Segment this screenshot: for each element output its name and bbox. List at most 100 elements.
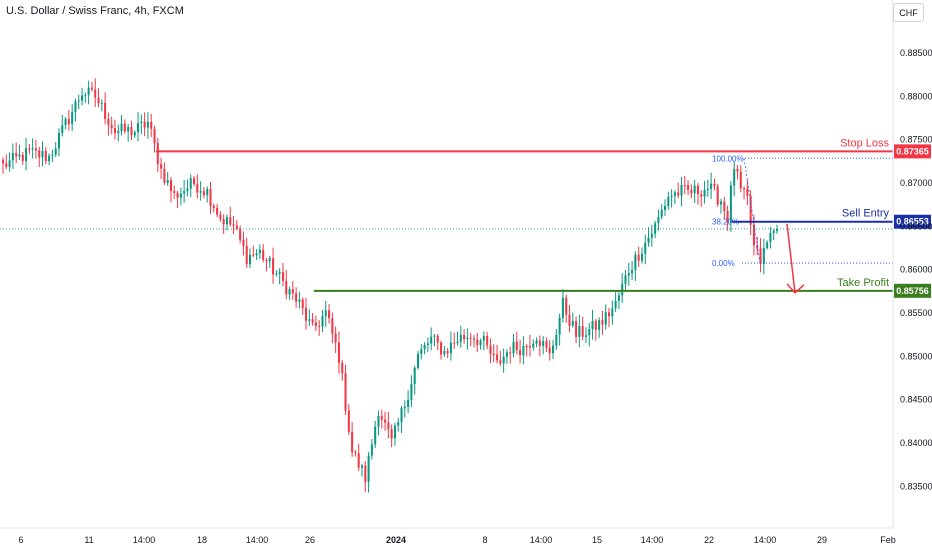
candle bbox=[683, 175, 686, 195]
candle-body bbox=[77, 100, 80, 102]
candle bbox=[301, 297, 304, 316]
candle bbox=[479, 338, 482, 350]
stop-loss-price-text: 0.87365 bbox=[896, 146, 929, 156]
candle bbox=[288, 286, 291, 300]
candle bbox=[743, 186, 746, 200]
candle bbox=[463, 329, 466, 344]
candle-body bbox=[476, 339, 479, 345]
candle-body bbox=[766, 242, 769, 248]
candle bbox=[413, 365, 416, 395]
candle-body bbox=[515, 341, 518, 351]
candle bbox=[291, 281, 294, 300]
candle bbox=[749, 190, 752, 236]
candle-body bbox=[370, 444, 373, 456]
candle-body bbox=[25, 148, 28, 162]
candle bbox=[456, 331, 459, 346]
candle bbox=[466, 328, 469, 350]
y-tick-label: 0.85500 bbox=[900, 308, 932, 318]
candle-body bbox=[239, 228, 242, 240]
candle bbox=[8, 152, 11, 172]
candle-body bbox=[288, 289, 291, 295]
candle bbox=[166, 171, 169, 186]
candle-body bbox=[298, 299, 301, 302]
candle-body bbox=[153, 128, 156, 144]
candle-body bbox=[647, 237, 650, 243]
candle bbox=[446, 347, 449, 359]
x-tick-label: Feb bbox=[880, 535, 896, 545]
candle bbox=[28, 144, 31, 155]
candle bbox=[387, 411, 390, 439]
candle-body bbox=[275, 273, 278, 275]
candle bbox=[133, 130, 136, 138]
candle bbox=[723, 197, 726, 220]
candle bbox=[209, 181, 212, 214]
candle bbox=[334, 326, 337, 353]
candle bbox=[364, 460, 367, 493]
candle bbox=[729, 181, 732, 232]
candle-body bbox=[644, 242, 647, 254]
candle bbox=[143, 112, 146, 137]
candle-body bbox=[143, 121, 146, 128]
candle bbox=[400, 406, 403, 433]
candle-body bbox=[176, 192, 179, 198]
candle-body bbox=[97, 97, 100, 104]
candle-body bbox=[532, 343, 535, 348]
candle-body bbox=[357, 453, 360, 468]
candle bbox=[621, 273, 624, 303]
currency-button[interactable]: CHF bbox=[893, 3, 924, 22]
candle bbox=[377, 410, 380, 436]
candle bbox=[594, 318, 597, 341]
candle-body bbox=[746, 188, 749, 196]
candle-body bbox=[700, 194, 703, 197]
candle bbox=[693, 179, 696, 203]
x-tick-label: 14:00 bbox=[641, 535, 664, 545]
candle-body bbox=[163, 168, 166, 183]
candle bbox=[736, 165, 739, 180]
candle-body bbox=[496, 354, 499, 361]
candle bbox=[611, 300, 614, 325]
candle-body bbox=[729, 185, 732, 223]
candle bbox=[90, 81, 93, 92]
candle-body bbox=[81, 95, 84, 101]
candle bbox=[110, 116, 113, 135]
candle bbox=[113, 119, 117, 140]
candle-body bbox=[117, 130, 120, 133]
take-profit-label: Take Profit bbox=[837, 277, 889, 289]
candle bbox=[416, 350, 420, 370]
candle bbox=[38, 146, 41, 168]
candle bbox=[64, 117, 67, 130]
candle-body bbox=[360, 465, 364, 468]
candle-body bbox=[229, 217, 232, 225]
candle bbox=[1, 157, 5, 174]
candle bbox=[657, 209, 660, 231]
candle-body bbox=[634, 254, 637, 270]
candle-body bbox=[486, 336, 489, 346]
candle bbox=[258, 244, 261, 260]
candle bbox=[601, 310, 604, 335]
candle-body bbox=[614, 300, 617, 309]
candle bbox=[726, 205, 729, 231]
candle-body bbox=[107, 118, 110, 125]
candle bbox=[640, 247, 643, 264]
candle bbox=[18, 144, 21, 161]
candle bbox=[344, 364, 347, 415]
fib-trend-line bbox=[743, 158, 761, 264]
candle-body bbox=[617, 295, 620, 301]
candle-body bbox=[222, 218, 225, 225]
y-tick-label: 0.83500 bbox=[900, 481, 932, 491]
candle-body bbox=[637, 254, 640, 261]
candle bbox=[41, 141, 44, 167]
candle bbox=[397, 417, 400, 432]
candle-body bbox=[31, 148, 34, 150]
candle-body bbox=[272, 258, 275, 275]
candle-body bbox=[555, 334, 558, 346]
candle-body bbox=[397, 422, 400, 426]
candle-body bbox=[278, 271, 281, 274]
y-tick-label: 0.85000 bbox=[900, 351, 932, 361]
candle bbox=[77, 94, 80, 110]
candle-body bbox=[739, 171, 742, 189]
candle bbox=[285, 270, 288, 300]
candle-body bbox=[693, 185, 696, 194]
candle bbox=[680, 177, 683, 207]
